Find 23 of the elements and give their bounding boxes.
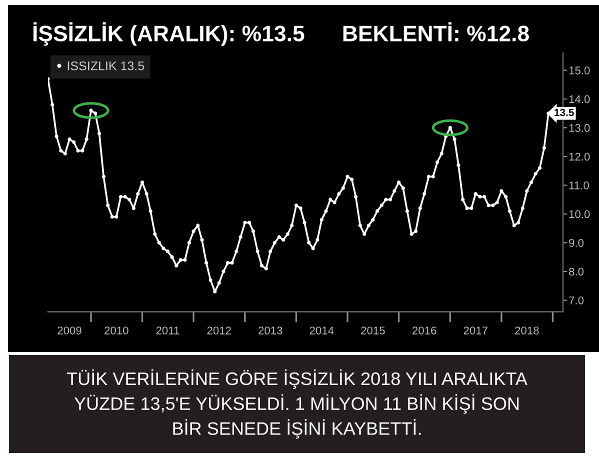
y-tick-label: 15.0 [569,66,590,74]
legend-label: ISSIZLIK 13.5 [68,61,144,70]
x-tick-label: 2010 [104,326,128,334]
x-tick-label: 2018 [515,326,539,334]
x-tick-label: 2012 [207,326,231,334]
y-tick-label: 12.0 [569,152,590,161]
y-tick-label: 9.0 [569,238,584,247]
x-tick-label: 2014 [310,326,334,334]
data-label: 13.5 [554,108,574,116]
y-tick-label: 13.0 [569,124,590,132]
y-tick-label: 10.0 [569,210,590,218]
x-tick-label: 2009 [58,326,82,334]
y-tick-label: 11.0 [569,181,589,190]
x-tick-label: 2011 [156,326,180,334]
y-tick-label: 8.0 [569,268,584,276]
x-tick-label: 2013 [258,326,282,334]
x-tick-label: 2017 [464,326,488,334]
y-tick-label: 7.0 [569,296,584,304]
chart-title: İŞSİZLİK (ARALIK): %13.5 BEKLENTİ: %12.8 [33,22,529,46]
text: TÜİK VERİLERİNE GÖRE İŞSİZLİK 2018 YILI ARALIKTA YÜZDE 13,5'E YÜKSELDİ. 1 MİLYON 11 BİN KİŞİ SON BİR SENEDE İŞİNİ KAYBETTİ. [66,369,528,439]
x-tick-label: 2016 [412,326,436,334]
x-tick-label: 2015 [361,326,385,334]
y-tick-label: 14.0 [569,95,590,104]
